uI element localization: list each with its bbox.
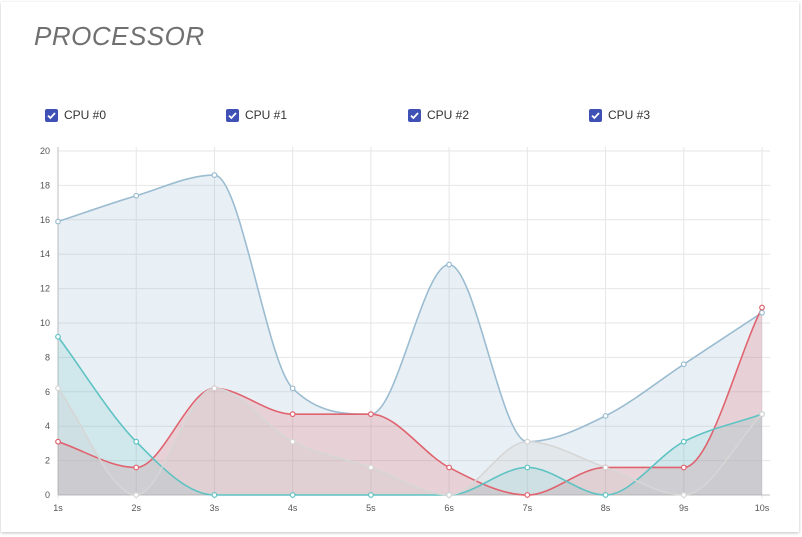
data-point-cpu-2: [211, 492, 218, 498]
data-point-cpu-1: [759, 304, 765, 311]
legend-item-cpu-0[interactable]: CPU #0: [45, 106, 106, 124]
data-point-cpu-0: [680, 361, 687, 368]
data-point-cpu-3: [602, 464, 609, 471]
x-tick-label: 7s: [523, 503, 533, 513]
y-tick-label: 18: [40, 180, 50, 190]
data-point-cpu-3: [133, 492, 140, 498]
data-point-cpu-1: [680, 464, 687, 471]
cpu-legend: CPU #0 CPU #1 CPU #2 CPU #3: [1, 106, 801, 126]
y-tick-label: 12: [40, 284, 50, 294]
data-point-cpu-2: [367, 492, 374, 498]
x-tick-label: 9s: [679, 503, 689, 513]
data-point-cpu-2: [289, 492, 296, 498]
x-tick-label: 3s: [210, 503, 220, 513]
data-point-cpu-1: [133, 464, 140, 471]
data-point-cpu-2: [680, 438, 687, 445]
series-line-cpu-1: [57, 307, 763, 496]
series-area-cpu-2: [58, 336, 762, 495]
y-tick-label: 10: [40, 318, 50, 328]
data-point-cpu-2: [133, 438, 140, 445]
series-area-cpu-0: [58, 175, 762, 495]
data-point-cpu-3: [759, 411, 765, 418]
y-tick-label: 14: [40, 249, 50, 259]
y-tick-label: 6: [45, 387, 50, 397]
y-tick-label: 4: [45, 421, 50, 431]
series-area-cpu-1: [58, 307, 762, 495]
x-tick-label: 4s: [288, 503, 298, 513]
series-area-cpu-3: [58, 388, 762, 495]
data-point-cpu-1: [289, 411, 296, 418]
checkbox-checked-icon[interactable]: [45, 108, 58, 122]
data-point-cpu-2: [602, 492, 609, 498]
data-point-cpu-1: [524, 492, 531, 498]
data-point-cpu-0: [133, 192, 140, 199]
data-point-cpu-0: [446, 261, 453, 268]
x-tick-label: 5s: [366, 503, 376, 513]
series-line-cpu-3: [57, 387, 763, 496]
page-title: PROCESSOR: [34, 21, 205, 51]
legend-label: CPU #2: [427, 108, 470, 122]
x-tick-label: 10s: [755, 503, 770, 513]
data-point-cpu-3: [524, 438, 531, 445]
data-point-cpu-2: [524, 464, 531, 471]
legend-item-cpu-1[interactable]: CPU #1: [226, 106, 287, 124]
legend-label: CPU #0: [64, 108, 107, 122]
data-point-cpu-3: [289, 438, 296, 445]
x-tick-label: 8s: [601, 503, 611, 513]
data-point-cpu-3: [367, 464, 374, 471]
data-point-cpu-1: [55, 438, 61, 445]
data-point-cpu-1: [446, 464, 453, 471]
data-point-cpu-3: [55, 385, 61, 392]
legend-item-cpu-2[interactable]: CPU #2: [408, 106, 469, 124]
checkbox-checked-icon[interactable]: [408, 108, 421, 122]
data-point-cpu-0: [211, 172, 218, 178]
data-point-cpu-3: [680, 492, 687, 498]
data-point-cpu-3: [446, 492, 453, 498]
x-tick-label: 2s: [131, 503, 141, 513]
series-line-cpu-2: [57, 336, 763, 496]
x-tick-label: 6s: [444, 503, 454, 513]
legend-item-cpu-3[interactable]: CPU #3: [589, 106, 650, 124]
data-point-cpu-0: [55, 218, 61, 225]
x-tick-label: 1s: [53, 503, 63, 513]
series-line-cpu-0: [57, 174, 763, 443]
data-point-cpu-2: [55, 333, 61, 340]
data-point-cpu-0: [289, 385, 296, 392]
y-tick-label: 0: [45, 490, 50, 500]
data-point-cpu-3: [211, 385, 218, 392]
legend-label: CPU #1: [245, 108, 288, 122]
data-point-cpu-0: [602, 412, 609, 419]
data-point-cpu-1: [367, 411, 374, 418]
y-tick-label: 2: [45, 456, 50, 466]
data-point-cpu-0: [759, 309, 765, 316]
y-tick-label: 20: [40, 146, 50, 156]
y-tick-label: 16: [40, 215, 50, 225]
legend-label: CPU #3: [608, 108, 651, 122]
y-tick-label: 8: [45, 352, 50, 362]
checkbox-checked-icon[interactable]: [589, 108, 602, 122]
checkbox-checked-icon[interactable]: [226, 108, 239, 122]
